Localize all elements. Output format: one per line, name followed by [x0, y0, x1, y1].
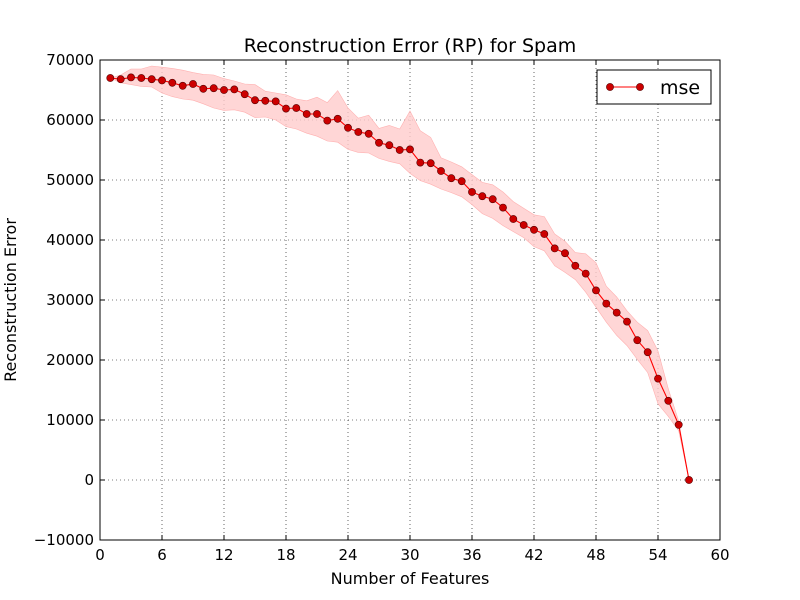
data-point — [344, 123, 352, 132]
data-point — [220, 86, 228, 94]
data-point — [302, 110, 311, 118]
y-tick-label: 0 — [84, 471, 94, 489]
data-point — [664, 396, 673, 405]
data-point — [282, 104, 290, 113]
data-point — [426, 159, 435, 168]
x-tick-label: 48 — [586, 546, 605, 564]
data-point — [385, 141, 394, 150]
x-tick-label: 60 — [710, 546, 729, 564]
series-points — [106, 73, 693, 484]
data-point — [375, 138, 383, 147]
x-tick-label: 36 — [462, 546, 481, 564]
data-point — [550, 244, 559, 253]
data-point — [106, 74, 115, 82]
data-point — [633, 336, 642, 345]
data-point — [674, 420, 683, 429]
data-point — [416, 158, 425, 167]
x-tick-label: 12 — [214, 546, 233, 564]
y-tick-label: −10000 — [34, 531, 94, 549]
data-point — [561, 249, 569, 258]
legend-label: mse — [660, 77, 700, 99]
data-point — [395, 146, 404, 154]
x-tick-label: 54 — [648, 546, 667, 564]
data-point — [158, 76, 166, 85]
data-point — [478, 192, 487, 201]
x-tick-label: 6 — [157, 546, 167, 564]
data-point — [530, 225, 538, 234]
data-point — [251, 96, 259, 105]
data-point — [447, 174, 456, 183]
data-point — [271, 97, 280, 106]
data-point — [519, 221, 528, 229]
data-point — [354, 128, 363, 136]
data-point — [499, 203, 507, 212]
y-axis-label: Reconstruction Error — [1, 218, 20, 382]
data-point — [602, 299, 611, 308]
y-tick-label: 20000 — [46, 351, 94, 369]
x-tick-label: 42 — [524, 546, 543, 564]
data-point — [509, 215, 518, 223]
axis-ticks: 0 6 12 18 24 30 36 42 48 54 60−1000001000020000300… — [34, 51, 730, 564]
data-point — [189, 80, 197, 88]
data-point — [209, 84, 218, 93]
legend: mse — [596, 69, 712, 105]
data-point — [612, 308, 621, 317]
data-point — [147, 75, 156, 84]
data-point — [137, 74, 146, 82]
data-point — [323, 116, 332, 125]
x-tick-label: 30 — [400, 546, 419, 564]
data-point — [199, 84, 208, 93]
data-point — [540, 230, 549, 238]
data-point — [168, 78, 177, 87]
data-point — [364, 129, 373, 138]
y-tick-label: 30000 — [46, 291, 94, 309]
y-tick-label: 70000 — [46, 51, 94, 69]
data-point — [240, 90, 249, 99]
data-point — [581, 269, 590, 278]
y-tick-label: 10000 — [46, 411, 94, 429]
data-point — [261, 96, 270, 105]
x-axis-label: Number of Features — [331, 569, 490, 588]
data-point — [592, 286, 600, 295]
data-point — [623, 317, 631, 326]
data-point — [654, 374, 662, 383]
data-point — [178, 81, 187, 90]
y-tick-label: 60000 — [46, 111, 94, 129]
data-point — [313, 110, 321, 118]
y-tick-label: 40000 — [46, 231, 94, 249]
data-point — [406, 145, 414, 154]
data-point — [333, 114, 342, 123]
x-tick-label: 0 — [95, 546, 105, 564]
data-point — [127, 73, 135, 82]
data-point — [643, 348, 652, 357]
chart-title: Reconstruction Error (RP) for Spam — [244, 35, 577, 57]
data-point — [468, 188, 476, 196]
y-tick-label: 50000 — [46, 171, 94, 189]
legend-marker — [636, 83, 644, 91]
data-point — [571, 261, 580, 270]
data-point — [488, 195, 497, 204]
data-point — [457, 177, 466, 186]
legend-marker — [606, 83, 614, 91]
data-point — [437, 167, 445, 175]
data-point — [116, 75, 125, 84]
x-tick-label: 18 — [276, 546, 295, 564]
data-point — [292, 104, 301, 112]
data-point — [685, 476, 693, 484]
data-point — [230, 85, 239, 94]
x-tick-label: 24 — [338, 546, 357, 564]
